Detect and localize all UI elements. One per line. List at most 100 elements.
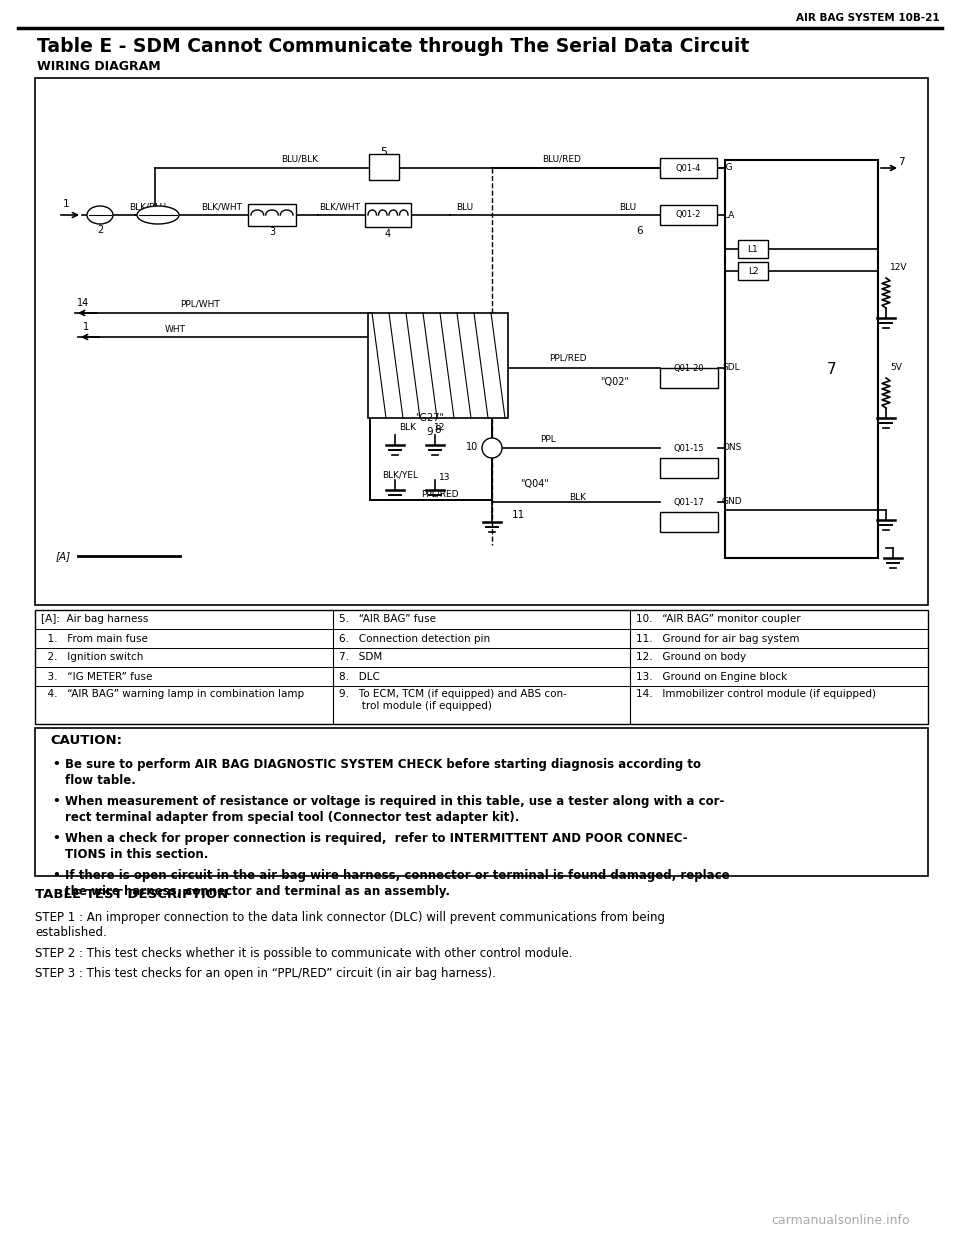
Text: 9.   To ECM, TCM (if equipped) and ABS con-
       trol module (if equipped): 9. To ECM, TCM (if equipped) and ABS con… — [339, 689, 566, 710]
Text: 10: 10 — [466, 442, 478, 452]
Text: GND: GND — [722, 498, 743, 506]
Text: SDL: SDL — [722, 363, 739, 373]
Text: 14: 14 — [77, 298, 89, 308]
Text: BLU/BLK: BLU/BLK — [281, 154, 319, 163]
Text: BLU: BLU — [456, 203, 473, 211]
Text: Q01-4: Q01-4 — [675, 163, 701, 173]
Text: flow table.: flow table. — [65, 773, 136, 787]
Text: Q01-15: Q01-15 — [674, 443, 705, 452]
Text: carmanualsonline.info: carmanualsonline.info — [772, 1214, 910, 1226]
Bar — [660, 458, 718, 478]
Text: 12: 12 — [434, 424, 445, 432]
Bar — [35, 78, 928, 605]
Text: 9: 9 — [426, 427, 433, 437]
Text: Be sure to perform AIR BAG DIAGNOSTIC SYSTEM CHECK before starting diagnosis acc: Be sure to perform AIR BAG DIAGNOSTIC SY… — [65, 758, 701, 771]
Text: the wire harness, connector and terminal as an assembly.: the wire harness, connector and terminal… — [65, 884, 450, 898]
Bar — [738, 240, 768, 258]
Text: BLU/RED: BLU/RED — [542, 154, 582, 163]
Ellipse shape — [137, 206, 179, 224]
Text: Q01-17: Q01-17 — [674, 498, 705, 506]
Bar — [660, 368, 718, 388]
Text: 1.   From main fuse: 1. From main fuse — [41, 634, 148, 643]
Text: 5: 5 — [380, 147, 388, 157]
Text: BLK/YEL: BLK/YEL — [382, 471, 418, 479]
Text: 2: 2 — [97, 225, 103, 235]
Text: TABLE TEST DESCRIPTION: TABLE TEST DESCRIPTION — [35, 888, 228, 900]
Text: PPL/RED: PPL/RED — [549, 353, 587, 363]
Text: •: • — [52, 795, 60, 808]
Text: L2: L2 — [748, 267, 758, 275]
Bar — [248, 204, 296, 226]
Text: 12V: 12V — [890, 263, 907, 272]
Bar — [725, 161, 878, 558]
Bar — [35, 610, 928, 724]
Bar — [738, 262, 768, 280]
Text: 5V: 5V — [890, 363, 901, 373]
Text: PPL: PPL — [540, 436, 556, 445]
Text: When measurement of resistance or voltage is required in this table, use a teste: When measurement of resistance or voltag… — [65, 795, 725, 808]
Text: WIRING DIAGRAM: WIRING DIAGRAM — [37, 61, 160, 74]
Text: Q01-2: Q01-2 — [675, 210, 701, 220]
Text: 6.   Connection detection pin: 6. Connection detection pin — [339, 634, 490, 643]
Text: BLK: BLK — [569, 494, 587, 503]
Text: L1: L1 — [748, 245, 758, 253]
Text: TIONS in this section.: TIONS in this section. — [65, 847, 208, 861]
Text: IG: IG — [723, 163, 732, 173]
Text: PPL/WHT: PPL/WHT — [180, 300, 220, 309]
Text: Table E - SDM Cannot Communicate through The Serial Data Circuit: Table E - SDM Cannot Communicate through… — [37, 37, 749, 56]
Text: •: • — [52, 869, 60, 882]
Text: 11.   Ground for air bag system: 11. Ground for air bag system — [636, 634, 800, 643]
Bar — [660, 158, 717, 178]
Text: LA: LA — [723, 210, 734, 220]
Text: 13: 13 — [440, 473, 451, 483]
Text: [A]: [A] — [56, 551, 71, 561]
Text: STEP 1 : An improper connection to the data link connector (DLC) will prevent co: STEP 1 : An improper connection to the d… — [35, 911, 665, 924]
Text: STEP 3 : This test checks for an open in “PPL/RED” circuit (in air bag harness).: STEP 3 : This test checks for an open in… — [35, 967, 496, 981]
Text: 1: 1 — [83, 322, 89, 332]
Text: BLK/WHT: BLK/WHT — [202, 203, 243, 211]
Bar — [35, 727, 928, 876]
Text: DNS: DNS — [722, 443, 741, 452]
Ellipse shape — [87, 206, 113, 224]
Text: established.: established. — [35, 926, 107, 940]
Text: CAUTION:: CAUTION: — [50, 735, 122, 747]
Text: 4: 4 — [385, 228, 391, 240]
Bar — [660, 205, 717, 225]
Text: 13.   Ground on Engine block: 13. Ground on Engine block — [636, 672, 787, 682]
Text: If there is open circuit in the air bag wire harness, connector or terminal is f: If there is open circuit in the air bag … — [65, 869, 730, 882]
Text: 5.   “AIR BAG” fuse: 5. “AIR BAG” fuse — [339, 615, 436, 625]
Text: 10.   “AIR BAG” monitor coupler: 10. “AIR BAG” monitor coupler — [636, 615, 801, 625]
Text: "Q04": "Q04" — [520, 479, 549, 489]
Text: rect terminal adapter from special tool (Connector test adapter kit).: rect terminal adapter from special tool … — [65, 810, 519, 824]
Text: •: • — [52, 832, 60, 845]
Bar — [660, 513, 718, 532]
Text: 6: 6 — [636, 226, 643, 236]
Bar — [368, 312, 508, 417]
Circle shape — [482, 438, 502, 458]
Text: 3: 3 — [269, 227, 276, 237]
Text: 7.   SDM: 7. SDM — [339, 652, 382, 662]
Text: BLK/BLU: BLK/BLU — [130, 203, 167, 211]
Text: 7: 7 — [898, 157, 904, 167]
Text: 14.   Immobilizer control module (if equipped): 14. Immobilizer control module (if equip… — [636, 689, 876, 699]
Bar — [369, 154, 399, 180]
Text: 3.   “IG METER” fuse: 3. “IG METER” fuse — [41, 672, 153, 682]
Text: 7: 7 — [827, 363, 836, 378]
Text: 1: 1 — [62, 199, 69, 209]
Text: 4.   “AIR BAG” warning lamp in combination lamp: 4. “AIR BAG” warning lamp in combination… — [41, 689, 304, 699]
Bar — [365, 203, 411, 227]
Text: 11: 11 — [512, 510, 524, 520]
Text: BLU: BLU — [619, 203, 636, 211]
Text: When a check for proper connection is required,  refer to INTERMITTENT AND POOR : When a check for proper connection is re… — [65, 832, 687, 845]
Text: •: • — [52, 758, 60, 771]
Text: 12.   Ground on body: 12. Ground on body — [636, 652, 747, 662]
Text: "G27": "G27" — [416, 412, 444, 424]
Text: BLK: BLK — [399, 424, 417, 432]
Text: [A]:  Air bag harness: [A]: Air bag harness — [41, 615, 149, 625]
Text: BLK/WHT: BLK/WHT — [320, 203, 361, 211]
Text: WHT: WHT — [164, 326, 185, 335]
Text: AIR BAG SYSTEM 10B-21: AIR BAG SYSTEM 10B-21 — [797, 14, 940, 23]
Text: STEP 2 : This test checks whether it is possible to communicate with other contr: STEP 2 : This test checks whether it is … — [35, 947, 572, 960]
Text: 2.   Ignition switch: 2. Ignition switch — [41, 652, 143, 662]
Text: PPL/RED: PPL/RED — [421, 489, 459, 499]
